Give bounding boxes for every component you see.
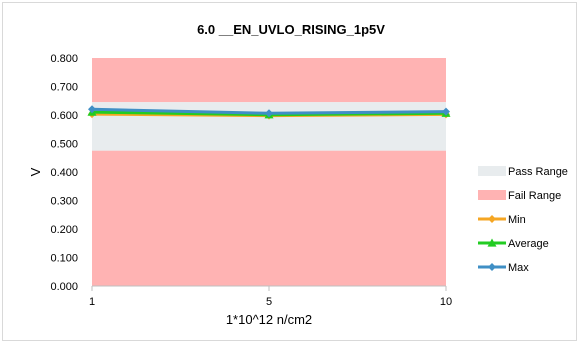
y-tick-label: 0.300 [50, 196, 78, 208]
legend: Pass Range Fail Range Min Average Max [478, 166, 568, 274]
legend-marker-average [487, 238, 497, 247]
legend-label-max: Max [508, 262, 529, 274]
legend-label-fail-range: Fail Range [508, 190, 561, 202]
legend-marker-min [488, 215, 496, 223]
x-axis-label: 1*10^12 n/cm2 [226, 312, 312, 327]
y-tick-label: 0.700 [50, 82, 78, 94]
legend-label-pass-range: Pass Range [508, 166, 568, 178]
x-tick-label: 10 [440, 296, 452, 308]
series-point-max [88, 105, 96, 114]
legend-label-min: Min [508, 214, 526, 226]
x-tick-label: 5 [266, 296, 272, 308]
fail-range-band-low [92, 150, 446, 286]
legend-swatch-pass-range [478, 166, 506, 176]
chart-title: 6.0 __EN_UVLO_RISING_1p5V [197, 22, 385, 37]
series-layer [87, 105, 451, 120]
fail-range-bands [92, 58, 446, 286]
y-tick-label: 0.500 [50, 139, 78, 151]
legend-marker-max [488, 263, 496, 271]
x-axis-ticks: 1 5 10 [89, 286, 452, 308]
x-tick-label: 1 [89, 296, 95, 308]
y-tick-label: 0.600 [50, 110, 78, 122]
y-tick-label: 0.100 [50, 253, 78, 265]
y-axis-ticks: 0.000 0.100 0.200 0.300 0.400 0.500 0.600 0.700… [50, 53, 78, 293]
legend-swatch-fail-range [478, 190, 506, 200]
series-point-max [265, 109, 273, 118]
y-tick-label: 0.200 [50, 224, 78, 236]
fail-range-band-high [92, 58, 446, 103]
y-tick-label: 0.800 [50, 53, 78, 65]
y-tick-label: 0.400 [50, 167, 78, 179]
y-axis-label: V [28, 167, 43, 176]
legend-label-average: Average [508, 238, 549, 250]
y-tick-label: 0.000 [50, 281, 78, 293]
series-point-max [442, 107, 450, 116]
